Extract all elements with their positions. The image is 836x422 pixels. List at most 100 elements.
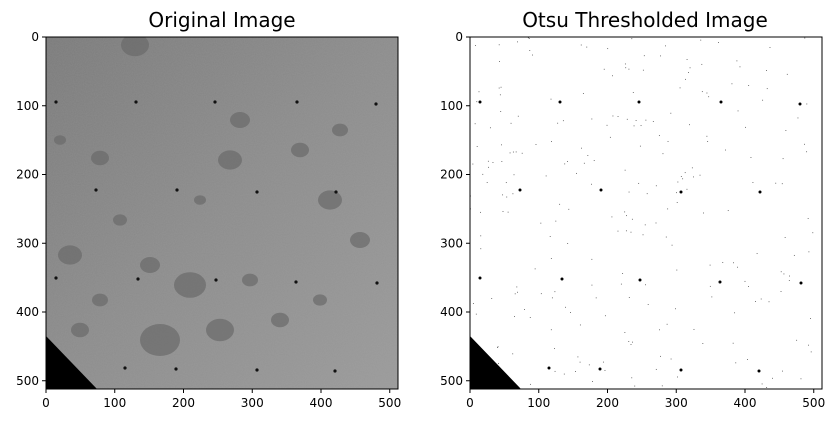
reseau-mark xyxy=(134,100,138,104)
noise-dot xyxy=(731,83,733,85)
reseau-mark xyxy=(547,366,551,370)
reseau-mark xyxy=(54,100,58,104)
reseau-mark xyxy=(798,102,802,106)
noise-dot xyxy=(675,308,676,310)
noise-dot xyxy=(612,115,614,117)
crater xyxy=(91,150,109,166)
noise-dot xyxy=(752,182,754,183)
crater xyxy=(230,112,250,128)
noise-dot xyxy=(665,45,666,47)
noise-dot xyxy=(670,112,672,114)
reseau-mark xyxy=(54,276,58,280)
x-tick-label: 400 xyxy=(734,396,757,410)
noise-dot xyxy=(509,152,511,154)
noise-dot xyxy=(744,280,746,282)
noise-dot xyxy=(498,44,500,46)
noise-dot xyxy=(762,99,764,101)
noise-dot xyxy=(472,303,474,305)
noise-dot xyxy=(550,258,552,259)
axes-frame xyxy=(45,36,399,390)
noise-dot xyxy=(682,178,684,180)
noise-dot xyxy=(748,286,749,287)
crater xyxy=(242,273,258,287)
noise-dot xyxy=(662,153,664,155)
noise-dot xyxy=(639,145,641,147)
noise-dot xyxy=(693,328,695,330)
noise-dot xyxy=(691,167,693,169)
crater xyxy=(332,123,348,137)
noise-dot xyxy=(498,363,499,364)
noise-dot xyxy=(591,284,593,286)
noise-dot xyxy=(761,383,763,385)
noise-dot xyxy=(797,117,799,119)
noise-dot xyxy=(785,130,787,131)
noise-dot xyxy=(579,324,581,326)
noise-dot xyxy=(789,275,790,277)
crater xyxy=(318,190,342,210)
noise-dot xyxy=(784,237,786,238)
reseau-mark xyxy=(679,368,683,372)
noise-dot xyxy=(780,291,782,292)
noise-dot xyxy=(534,268,536,270)
noise-dot xyxy=(647,304,649,305)
otsu-image xyxy=(470,37,822,389)
noise-dot xyxy=(626,215,627,217)
reseau-mark xyxy=(94,188,98,192)
noise-dot xyxy=(555,220,557,222)
noise-dot xyxy=(631,38,633,40)
reseau-mark xyxy=(333,369,337,373)
noise-dot xyxy=(701,91,703,93)
noise-dot xyxy=(782,158,784,160)
noise-dot xyxy=(812,232,814,234)
crater xyxy=(194,195,206,205)
noise-dot xyxy=(499,94,501,96)
noise-dot xyxy=(699,174,701,176)
noise-dot xyxy=(768,301,770,303)
crater xyxy=(271,312,289,328)
noise-dot xyxy=(622,273,624,274)
noise-dot xyxy=(633,125,635,127)
noise-dot xyxy=(686,59,688,60)
noise-dot xyxy=(655,222,657,224)
noise-dot xyxy=(521,152,523,154)
noise-dot xyxy=(591,118,593,120)
noise-dot xyxy=(528,38,530,39)
noise-dot xyxy=(706,135,708,137)
noise-dot xyxy=(524,309,525,310)
noise-dot xyxy=(592,381,593,382)
noise-dot xyxy=(684,172,686,174)
noise-dot xyxy=(506,196,508,198)
noise-dot xyxy=(624,63,626,65)
noise-dot xyxy=(737,266,738,268)
noise-dot xyxy=(628,341,630,342)
noise-dot xyxy=(486,182,488,183)
crater xyxy=(206,318,234,342)
black-corner xyxy=(470,336,521,389)
noise-dot xyxy=(780,271,782,273)
noise-dot xyxy=(570,312,571,313)
noise-dot xyxy=(667,140,669,142)
y-tick-label: 500 xyxy=(440,374,463,388)
noise-dot xyxy=(736,60,738,62)
noise-dot xyxy=(747,359,748,360)
noise-dot xyxy=(567,161,568,162)
noise-dot xyxy=(617,116,619,117)
reseau-mark xyxy=(757,369,761,373)
x-tick-label: 400 xyxy=(310,396,333,410)
noise-dot xyxy=(554,370,556,372)
noise-dot xyxy=(660,355,661,357)
noise-dot xyxy=(480,235,482,237)
noise-dot xyxy=(806,151,808,153)
noise-dot xyxy=(549,236,551,237)
noise-dot xyxy=(783,273,785,275)
noise-dot xyxy=(804,37,806,39)
noise-dot xyxy=(676,269,678,271)
noise-dot xyxy=(643,55,645,57)
noise-dot xyxy=(732,342,734,344)
reseau-mark xyxy=(174,367,178,371)
noise-dot xyxy=(624,211,626,213)
noise-dot xyxy=(804,143,805,145)
noise-dot xyxy=(514,293,516,295)
